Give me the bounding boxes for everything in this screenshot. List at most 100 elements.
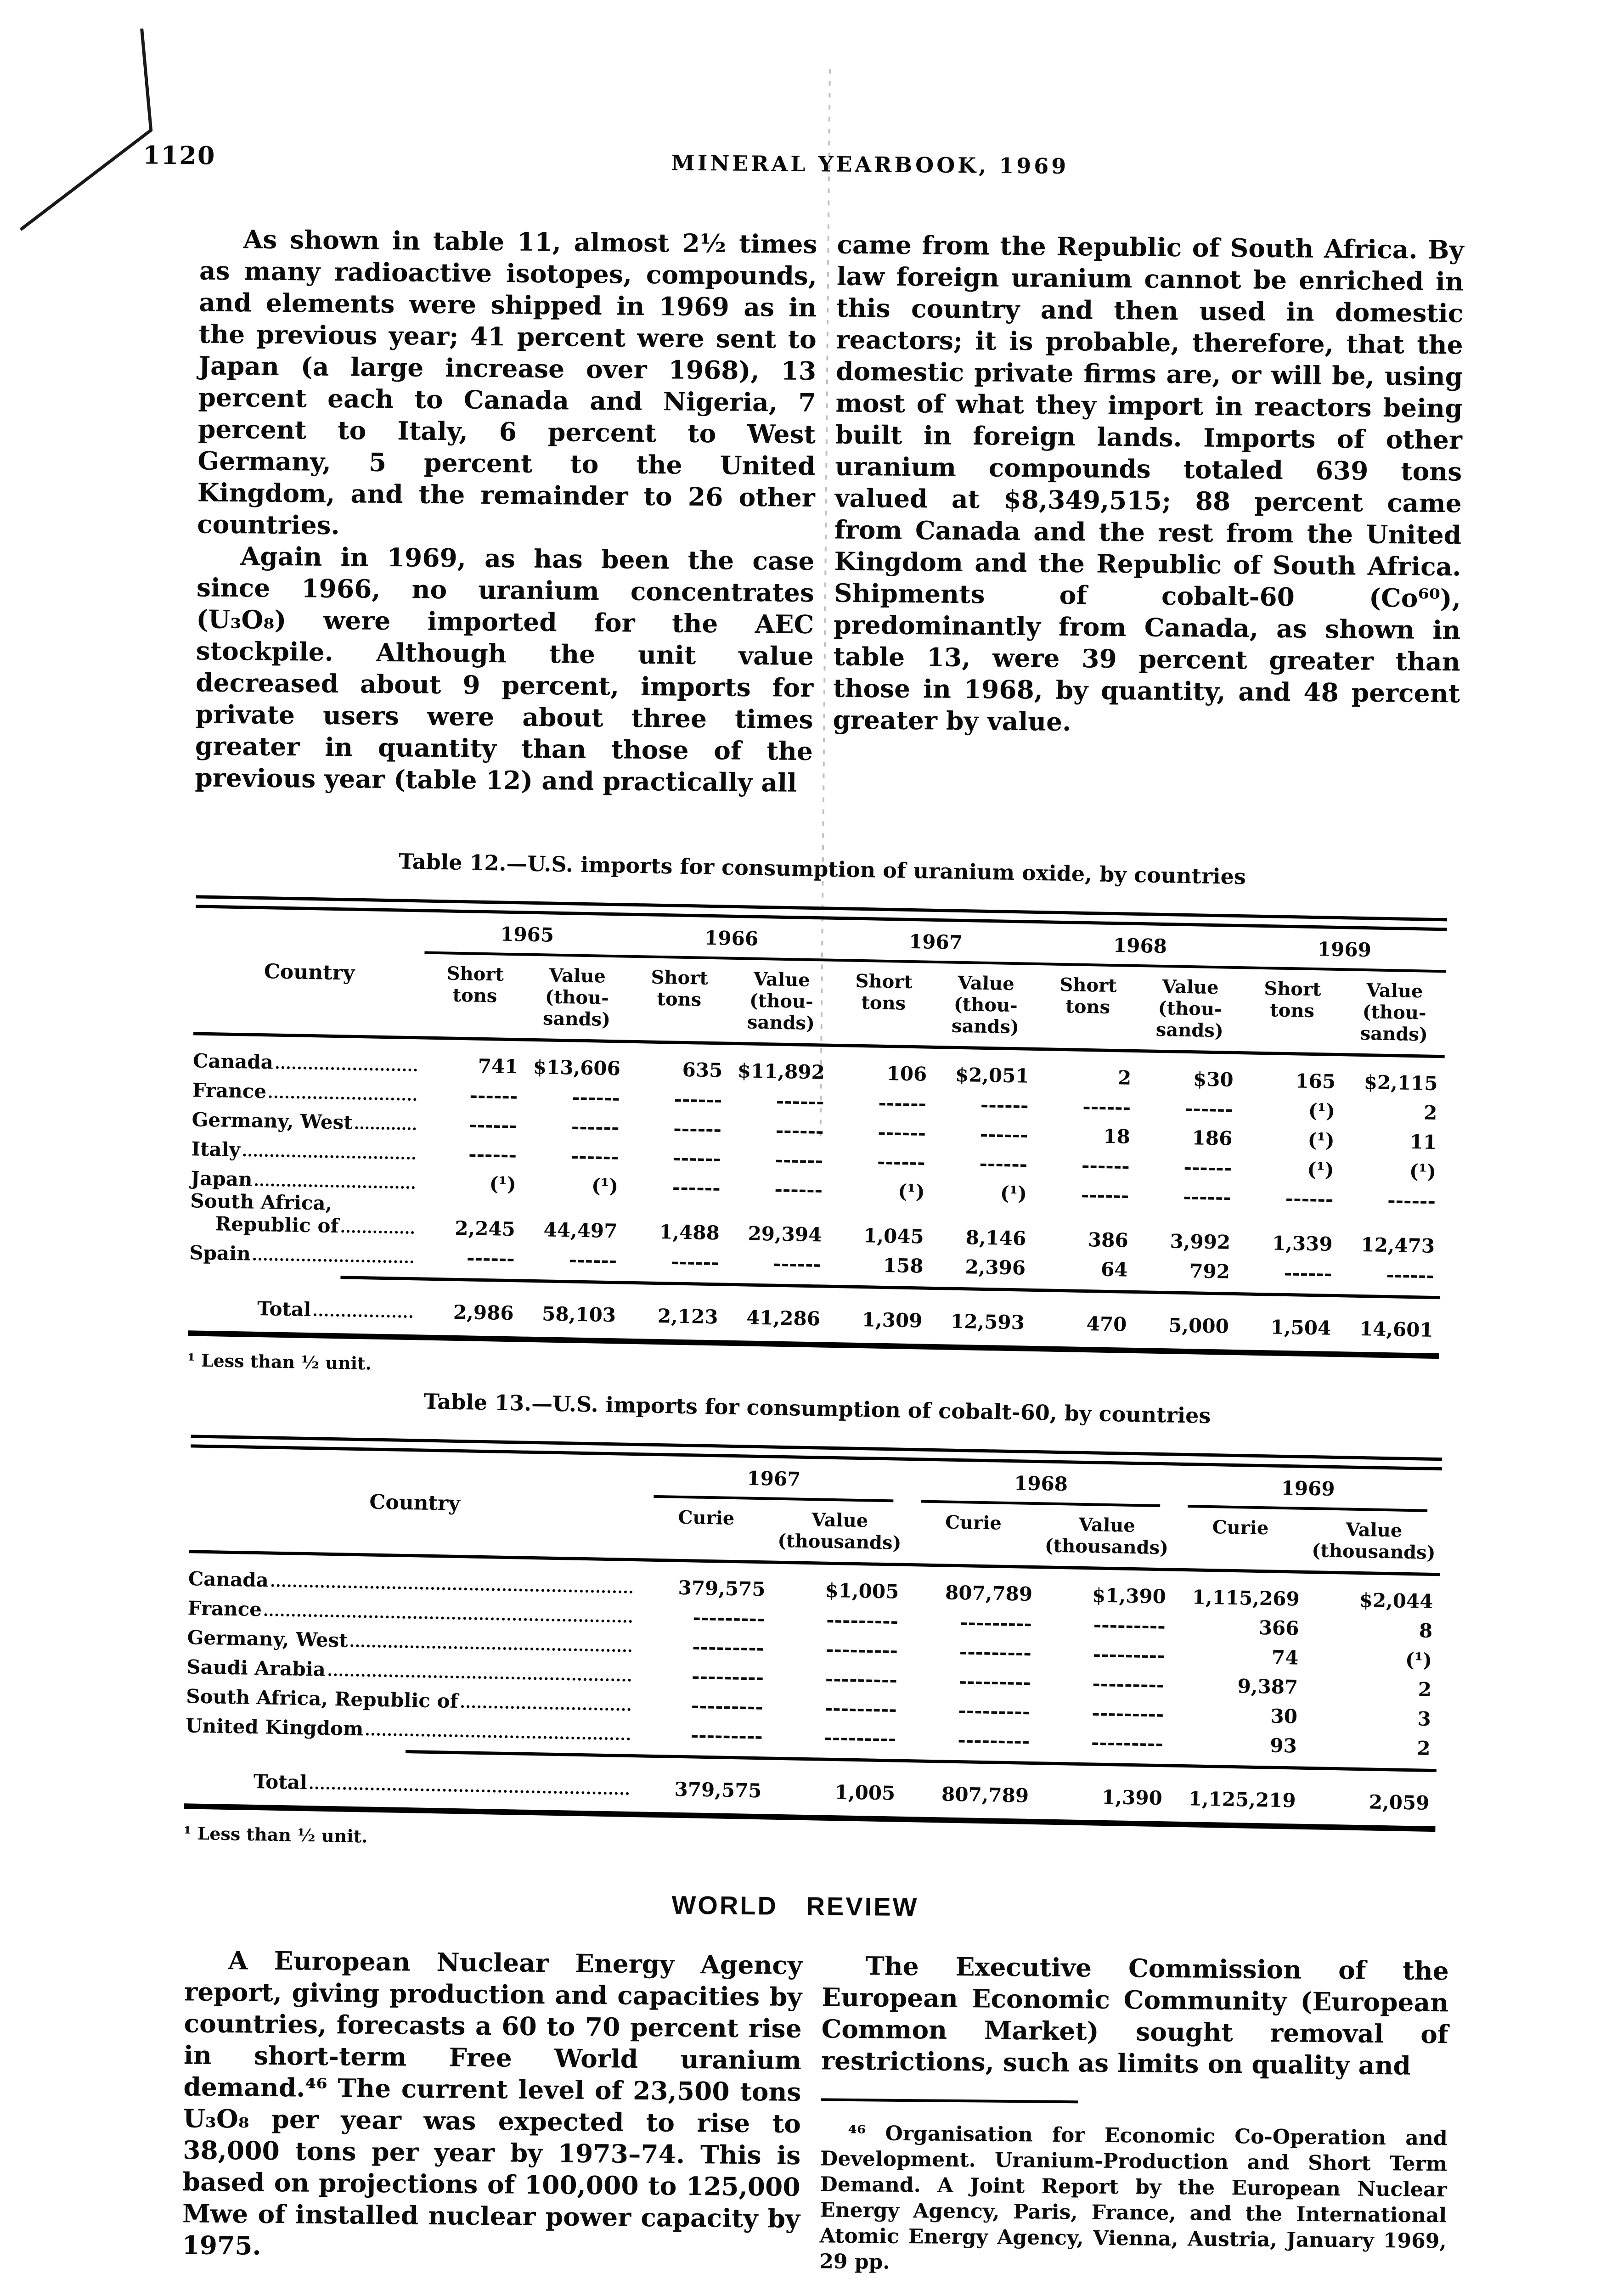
table-cell: 11 [1409, 1130, 1437, 1154]
country-label: France [187, 1597, 262, 1621]
table-cell: 58,103 [541, 1302, 616, 1327]
subheader-line: (thou- [749, 990, 814, 1013]
table-body: Canada 379,575 $1,005 807,789 $1,390 1,115,26… [186, 1553, 1440, 1760]
country-cell: Canada [193, 1049, 423, 1076]
subheader-line: tons [657, 988, 702, 1011]
table-cell: ------ [877, 1120, 926, 1144]
table-cell: 8,146 [965, 1226, 1026, 1250]
table-cell: $13,606 [533, 1055, 621, 1080]
table-cell: ------ [980, 1122, 1028, 1146]
table-cell: --------- [692, 1635, 765, 1660]
table-cell: ------ [672, 1146, 721, 1170]
year-header: 1967 [654, 1465, 894, 1503]
footnote-text: ⁴⁶ Organisation for Economic Co-Operatio… [819, 2121, 1448, 2274]
subheader-line: sands) [542, 1007, 611, 1030]
subheader-line: Curie [1212, 1516, 1269, 1539]
table-cell: --------- [690, 1723, 763, 1748]
country-label: Italy [191, 1137, 241, 1161]
subheader-line: (thousands) [1312, 1540, 1436, 1564]
country-label: Canada [188, 1567, 269, 1592]
subheader-line: Value [811, 1509, 868, 1532]
table-cell: 8 [1419, 1619, 1433, 1642]
country-cell: Spain [189, 1241, 419, 1268]
table-cell: ------ [877, 1150, 926, 1174]
footnote-block: ⁴⁶ Organisation for Economic Co-Operatio… [819, 2120, 1448, 2280]
table-footnote: ¹ Less than ½ unit. [187, 1350, 372, 1374]
subheader-line: Value [1366, 979, 1423, 1002]
quantity-subheader: Short tons [1036, 974, 1139, 1040]
subheader-line: (thou- [545, 986, 609, 1009]
country-cell: United Kingdom [186, 1714, 636, 1745]
table-cell: 186 [1192, 1126, 1233, 1150]
subheader-line: Value [1345, 1519, 1403, 1542]
country-label: United Kingdom [185, 1714, 364, 1740]
country-cell: France [192, 1079, 422, 1105]
table-cell: 93 [1269, 1734, 1297, 1757]
table-cell: 2 [1423, 1101, 1437, 1125]
subheader-line: sands) [1360, 1022, 1428, 1046]
country-cell: Germany, West [192, 1108, 422, 1135]
leader-dots [313, 1313, 412, 1318]
country-column-header: Country [264, 959, 355, 985]
total-label-cell: Total [188, 1296, 418, 1322]
table-cell: ------ [979, 1152, 1028, 1176]
table-cell: 379,575 [678, 1576, 766, 1601]
table-cell: ------ [1183, 1155, 1232, 1179]
value-subheader: Value (thou-sands) [1343, 979, 1446, 1046]
table-cell: 792 [1189, 1260, 1230, 1283]
subheader-line: Short [651, 966, 709, 989]
table-cell: ------ [674, 1087, 722, 1111]
table-cell: 64 [1100, 1258, 1128, 1281]
year-header: 1969 [1317, 938, 1372, 962]
leader-dots [328, 1673, 631, 1682]
country-column-header: Country [369, 1490, 461, 1516]
table-cell: 2,123 [657, 1304, 718, 1328]
table-cell: ------ [1183, 1185, 1232, 1209]
value-subheader: Value (thousands) [772, 1508, 907, 1554]
table-cell: $1,005 [825, 1579, 899, 1603]
table-cell: 1,005 [834, 1781, 896, 1805]
table-cell: 30 [1270, 1705, 1298, 1728]
value-subheader: Value (thou-sands) [730, 968, 833, 1035]
page-header: MINERAL YEARBOOK, 1969 [671, 150, 1069, 179]
table-cell: --------- [1093, 1643, 1166, 1667]
table-cell: --------- [825, 1638, 898, 1662]
year-header: 1965 [500, 923, 554, 946]
subheader-line: Value [1162, 975, 1219, 999]
subheader-line: sands) [951, 1015, 1020, 1038]
quantity-subheader: Short tons [1240, 977, 1344, 1044]
table-cell: ------ [673, 1117, 722, 1141]
table-cell: 12,473 [1360, 1233, 1435, 1257]
table-cell: ------ [570, 1144, 619, 1168]
table-cell: 366 [1258, 1616, 1299, 1640]
body-column-left: As shown in table 11, almost 2½ times as… [195, 223, 817, 799]
total-label-cell: Total [184, 1769, 635, 1800]
table-cell: 379,575 [674, 1778, 762, 1802]
table-cell: 807,789 [941, 1783, 1029, 1807]
table-cell: 741 [478, 1054, 518, 1078]
value-subheader: Value (thousands) [1040, 1513, 1174, 1559]
table-12: Country 1965 1966 1967 1968 1969 Short tons Valu… [187, 895, 1448, 1393]
paragraph: came from the Republic of South Africa. … [833, 229, 1464, 737]
country-cell: Italy [191, 1137, 421, 1164]
table-cell: 1,390 [1101, 1785, 1163, 1810]
subheader-line: (thou- [1158, 997, 1223, 1020]
leader-dots [264, 1613, 632, 1623]
table-cell: ------ [571, 1115, 620, 1139]
table-cell: ------ [569, 1248, 617, 1272]
table-cell: 1,115,269 [1192, 1586, 1300, 1610]
table-cell: 165 [1295, 1069, 1336, 1093]
table-cell: 3 [1417, 1707, 1431, 1730]
country-label: France [192, 1079, 267, 1103]
table-cell: --------- [825, 1667, 898, 1691]
quantity-subheader: Curie [1173, 1516, 1307, 1561]
subheader-line: tons [452, 984, 497, 1007]
table-13: Country 1967 1968 1969 Curie Value (thousands)… [183, 1435, 1443, 1866]
country-label: Republic of [215, 1212, 339, 1238]
subheader-line: Short [1059, 974, 1117, 997]
world-review-column-left: A European Nuclear Energy Agency report,… [182, 1944, 802, 2266]
subheader-line: (thou- [953, 993, 1018, 1017]
table-cell: 41,286 [746, 1306, 821, 1330]
subheader-line: Short [1264, 978, 1322, 1001]
table-cell: 12,593 [950, 1310, 1025, 1334]
